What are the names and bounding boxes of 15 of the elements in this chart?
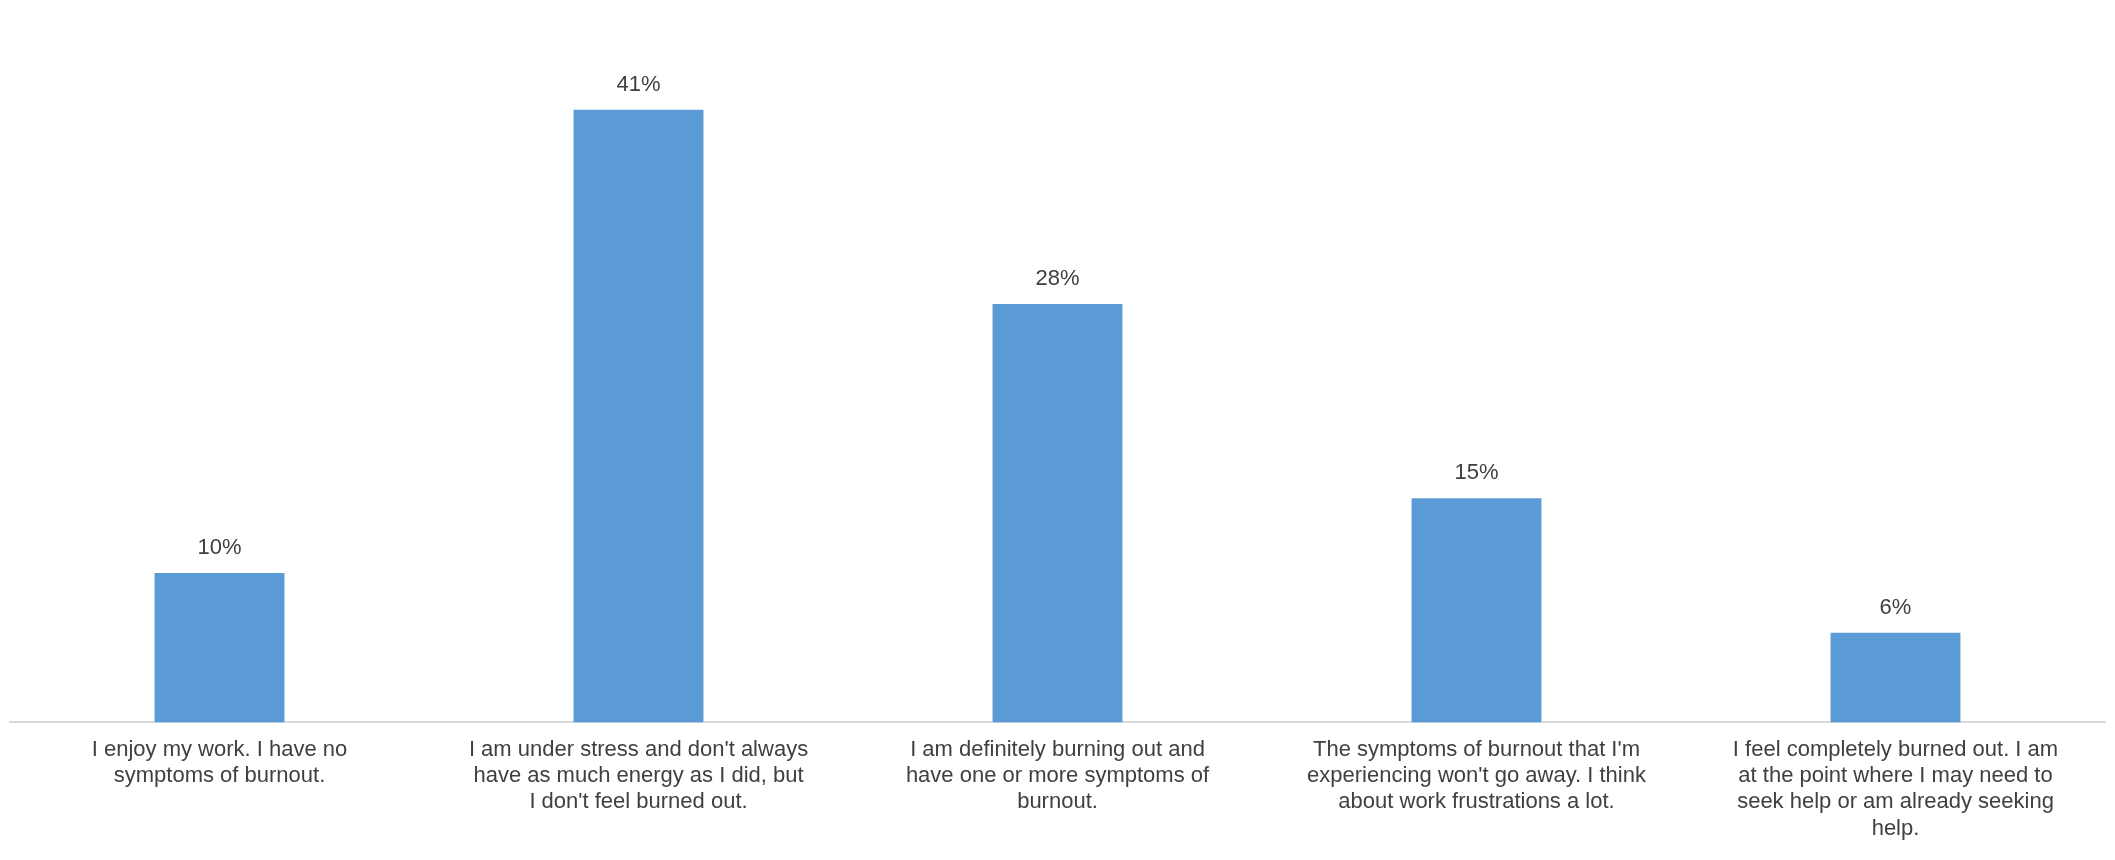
x-tick-label: I am definitely burning out and have one or more symptoms of burnout.: [905, 735, 1210, 814]
bar: [154, 572, 285, 723]
bar: [1830, 632, 1961, 723]
data-label: 15%: [1454, 459, 1499, 485]
bar: [573, 109, 704, 723]
bar: [992, 304, 1123, 723]
x-tick-label: The symptoms of burnout that I'm experiencing won't go away. I think about work frustrations a lot.: [1307, 735, 1647, 814]
x-tick-label: I am under stress and don't always have as much energy as I did, but I don't feel burned out.: [468, 735, 809, 814]
data-label: 6%: [1879, 593, 1912, 619]
data-label: 10%: [197, 534, 242, 560]
data-label: 28%: [1035, 265, 1080, 291]
x-tick-label: I feel completely burned out. I am at the point where I may need to seek help or am already seeking help.: [1732, 735, 2059, 840]
data-label: 41%: [616, 70, 661, 96]
x-tick-label: I enjoy my work. I have no symptoms of burnout.: [91, 735, 348, 788]
bar: [1411, 498, 1542, 723]
